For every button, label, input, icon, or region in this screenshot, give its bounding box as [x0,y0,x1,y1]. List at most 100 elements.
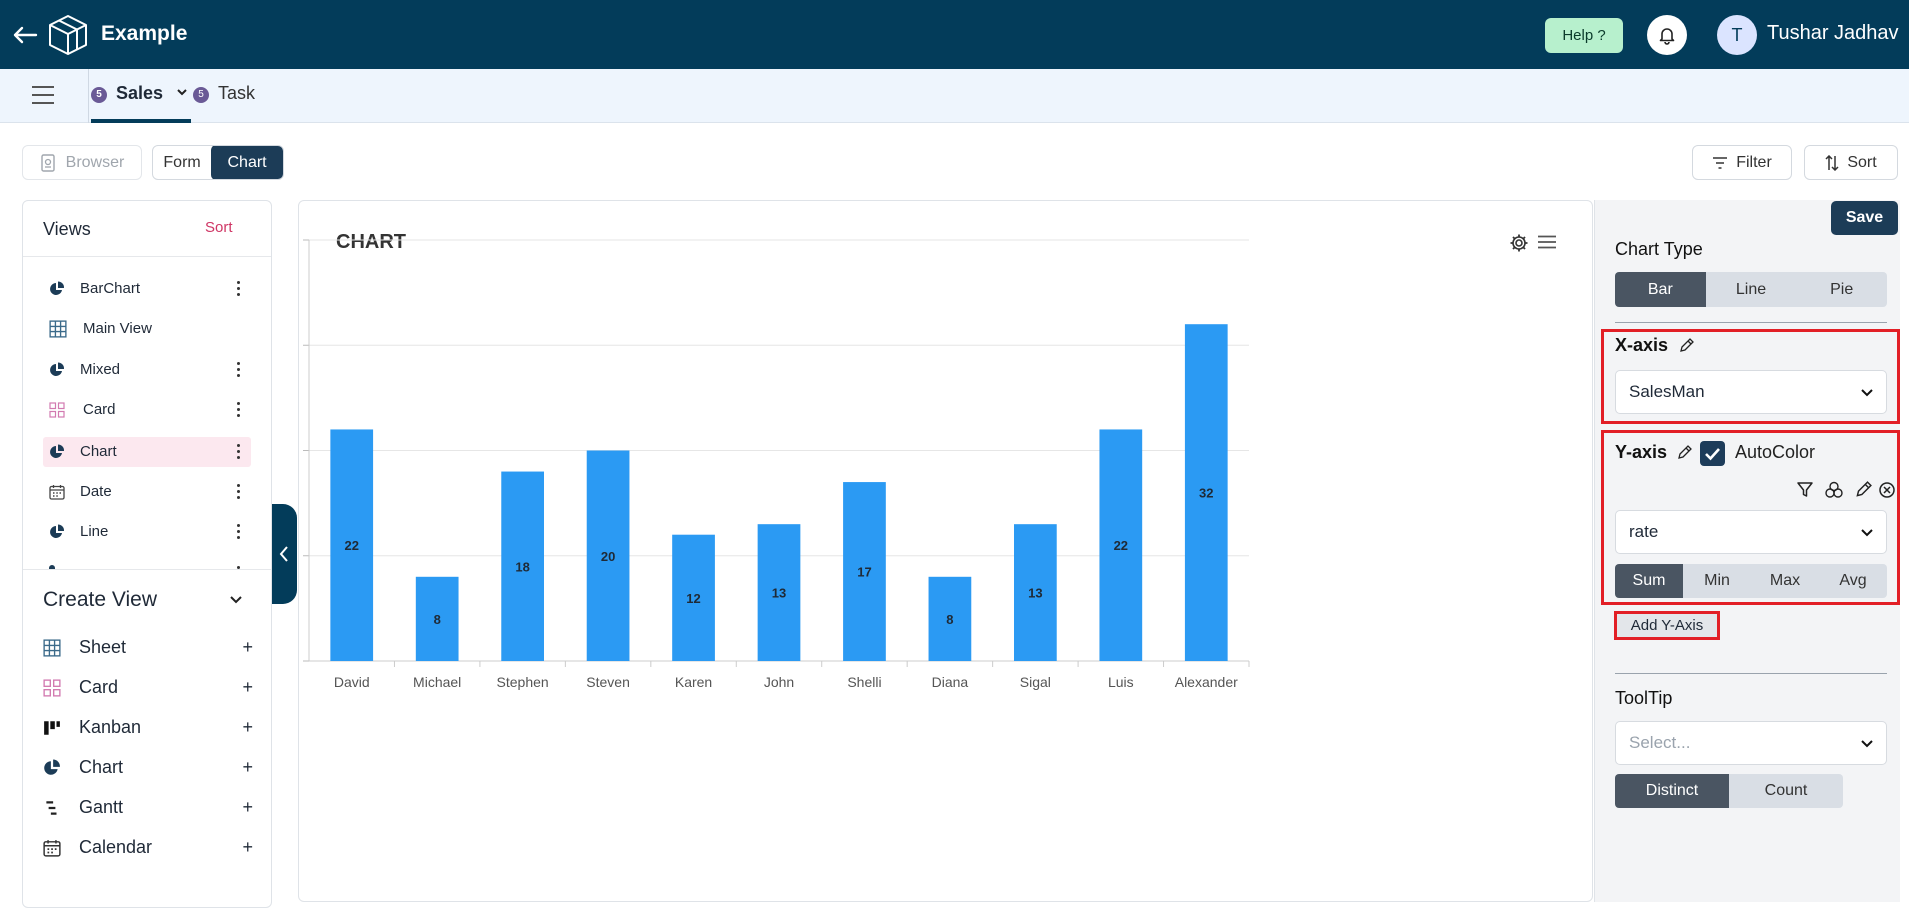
view-item-partial [237,566,240,569]
more-options-icon[interactable] [237,444,241,460]
chevron-down-icon [1861,740,1873,748]
sort-label: Sort [1847,153,1877,171]
chevron-down-icon[interactable] [176,86,188,98]
chart-title: CHART [336,231,406,253]
chart-type-line[interactable]: Line [1705,272,1797,307]
plus-icon[interactable]: + [242,757,253,777]
hamburger-menu-icon[interactable] [32,86,54,106]
browser-icon [40,153,55,172]
chart-menu-icon[interactable] [1537,235,1557,249]
view-item-label: Chart [80,443,117,460]
card-icon [43,679,61,697]
tab-task[interactable]: 5 Task [193,83,255,104]
plus-icon[interactable]: + [242,637,253,657]
user-avatar[interactable]: T [1717,15,1757,55]
view-item-date[interactable]: Date [43,477,251,507]
tooltip-placeholder: Select... [1629,733,1691,752]
form-button[interactable]: Form [163,153,201,171]
view-item-barchart[interactable]: BarChart [43,274,251,304]
user-name[interactable]: Tushar Jadhav [1767,22,1899,44]
divider [23,256,271,257]
autocolor-checkbox[interactable] [1700,441,1725,466]
views-sort-button[interactable]: Sort [205,219,233,236]
kanban-icon [44,721,60,735]
create-view-card[interactable]: Card + [43,672,253,702]
create-view-calendar[interactable]: Calendar + [43,832,253,862]
create-view-gantt[interactable]: Gantt + [43,792,253,822]
more-options-icon[interactable] [237,484,241,500]
chart-type-bar[interactable]: Bar [1615,272,1706,307]
bar-data-label: 18 [515,559,529,574]
pencil-icon[interactable] [1676,445,1692,461]
create-view-sheet[interactable]: Sheet + [43,632,253,662]
aggregation-sum[interactable]: Sum [1615,564,1683,598]
view-item-line[interactable]: Line [43,517,251,547]
view-item-mixed[interactable]: Mixed [43,355,251,385]
create-view-title: Create View [43,588,158,611]
checkmark-icon [1705,448,1720,461]
gear-icon[interactable] [1509,233,1529,253]
x-tick-label: Diana [932,674,969,690]
bar-data-label: 20 [601,549,615,564]
aggregation-avg[interactable]: Avg [1819,564,1887,598]
bar [1184,324,1228,661]
divider [23,569,271,570]
tab-sales[interactable]: 5 Sales [91,83,191,123]
remove-circle-icon[interactable] [1878,481,1896,499]
filter-button[interactable]: Filter [1692,145,1792,180]
more-options-icon[interactable] [237,362,241,378]
plus-icon[interactable]: + [242,717,253,737]
views-title: Views [43,219,91,239]
x-tick-label: David [334,674,370,690]
gantt-icon [46,801,57,815]
view-item-main-view[interactable]: Main View [43,314,251,344]
x-axis-select[interactable]: SalesMan [1615,370,1887,414]
chart-button[interactable]: Chart [211,146,283,179]
grid-icon [49,320,67,338]
chart-type-pie[interactable]: Pie [1796,272,1887,307]
bar [330,429,374,661]
aggregation-min[interactable]: Min [1683,564,1751,598]
x-tick-label: Luis [1108,674,1134,690]
browser-button[interactable]: Browser [22,145,142,180]
plus-icon[interactable]: + [242,797,253,817]
chart-type-selector: Bar Line Pie [1615,272,1887,307]
pencil-icon[interactable] [1678,338,1694,354]
aggregation-max[interactable]: Max [1751,564,1819,598]
view-item-chart[interactable]: Chart [43,437,251,467]
x-tick-label: Shelli [847,674,881,690]
back-arrow-icon[interactable] [10,20,40,50]
view-item-partial [49,565,55,569]
add-y-axis-button[interactable]: Add Y-Axis [1614,611,1720,640]
bar-data-label: 12 [686,591,700,606]
sort-button[interactable]: Sort [1804,145,1898,180]
notification-bell-icon[interactable] [1647,15,1687,55]
tooltip-select[interactable]: Select... [1615,721,1887,765]
chevron-down-icon[interactable] [228,591,244,607]
view-item-card[interactable]: Card [43,395,251,425]
tab-divider [88,69,89,123]
more-options-icon[interactable] [237,281,241,297]
create-view-label: Card [79,677,119,697]
color-palette-icon[interactable] [1824,481,1844,499]
plus-icon[interactable]: + [242,677,253,697]
more-options-icon[interactable] [237,524,241,540]
y-axis-select[interactable]: rate [1615,510,1887,554]
create-view-kanban[interactable]: Kanban + [43,712,253,742]
y-axis-value: rate [1629,522,1659,541]
help-button[interactable]: Help ? [1545,18,1623,53]
plus-icon[interactable]: + [242,837,253,857]
collapse-panel-button[interactable] [272,504,297,604]
filter-funnel-icon[interactable] [1796,481,1814,499]
bar-data-label: 8 [434,612,441,627]
more-options-icon[interactable] [237,402,241,418]
save-button[interactable]: Save [1831,201,1898,235]
create-view-chart[interactable]: Chart + [43,752,253,782]
pencil-icon[interactable] [1854,481,1872,499]
bar [586,450,630,661]
bar-data-label: 22 [1114,538,1128,553]
tooltip-mode-count[interactable]: Count [1729,774,1843,808]
grid-icon [43,639,61,657]
tooltip-mode-distinct[interactable]: Distinct [1615,774,1729,808]
tab-badge: 5 [193,87,209,103]
